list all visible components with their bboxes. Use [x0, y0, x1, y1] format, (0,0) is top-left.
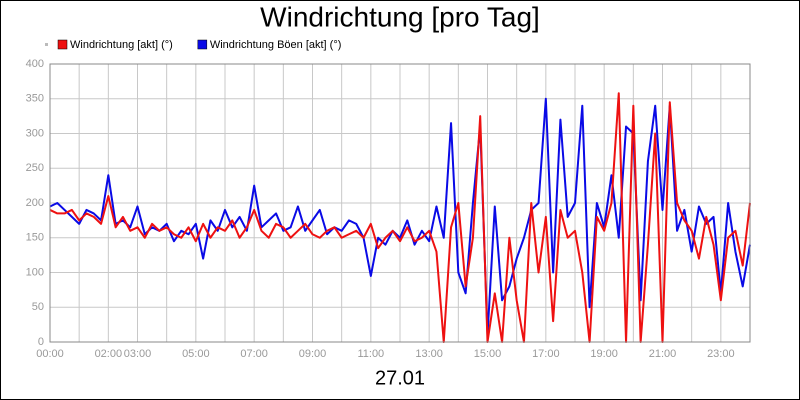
x-tick-label: 09:00: [299, 348, 327, 360]
lines: [49, 92, 751, 343]
plot-frame: [49, 63, 751, 343]
y-tick-label: 200: [26, 197, 44, 209]
legend-swatch: [57, 39, 68, 50]
series-line: [49, 92, 751, 343]
x-tick-label: 02:00: [95, 348, 123, 360]
x-tick-label: 19:00: [590, 348, 618, 360]
x-tick-label: 05:00: [182, 348, 210, 360]
legend-marker: [45, 43, 48, 46]
y-tick-label: 0: [38, 336, 44, 348]
x-tick-label: 23:00: [707, 348, 735, 360]
legend: Windrichtung [akt] (°) Windrichtung Böen …: [57, 39, 342, 51]
x-tick-label: 03:00: [124, 348, 152, 360]
y-tick-label: 400: [26, 58, 44, 70]
y-tick-label: 350: [26, 93, 44, 105]
x-tick-label: 13:00: [415, 348, 443, 360]
x-tick-label: 21:00: [649, 348, 677, 360]
x-tick-label: 11:00: [357, 348, 384, 360]
y-tick-label: 50: [32, 301, 44, 313]
y-tick-label: 100: [26, 266, 44, 278]
legend-label: Windrichtung Böen [akt] (°): [210, 39, 342, 51]
legend-label: Windrichtung [akt] (°): [70, 39, 173, 51]
x-tick-label: 15:00: [474, 348, 502, 360]
y-tick-label: 150: [26, 232, 44, 244]
x-tick-label: 07:00: [240, 348, 268, 360]
y-tick-label: 250: [26, 162, 44, 174]
legend-swatch: [197, 39, 208, 50]
x-tick-label: 00:00: [36, 348, 64, 360]
x-axis-label: 27.01: [375, 367, 425, 389]
x-tick-label: 17:00: [532, 348, 560, 360]
chart-title: Windrichtung [pro Tag]: [260, 1, 540, 32]
y-tick-label: 300: [26, 127, 44, 139]
